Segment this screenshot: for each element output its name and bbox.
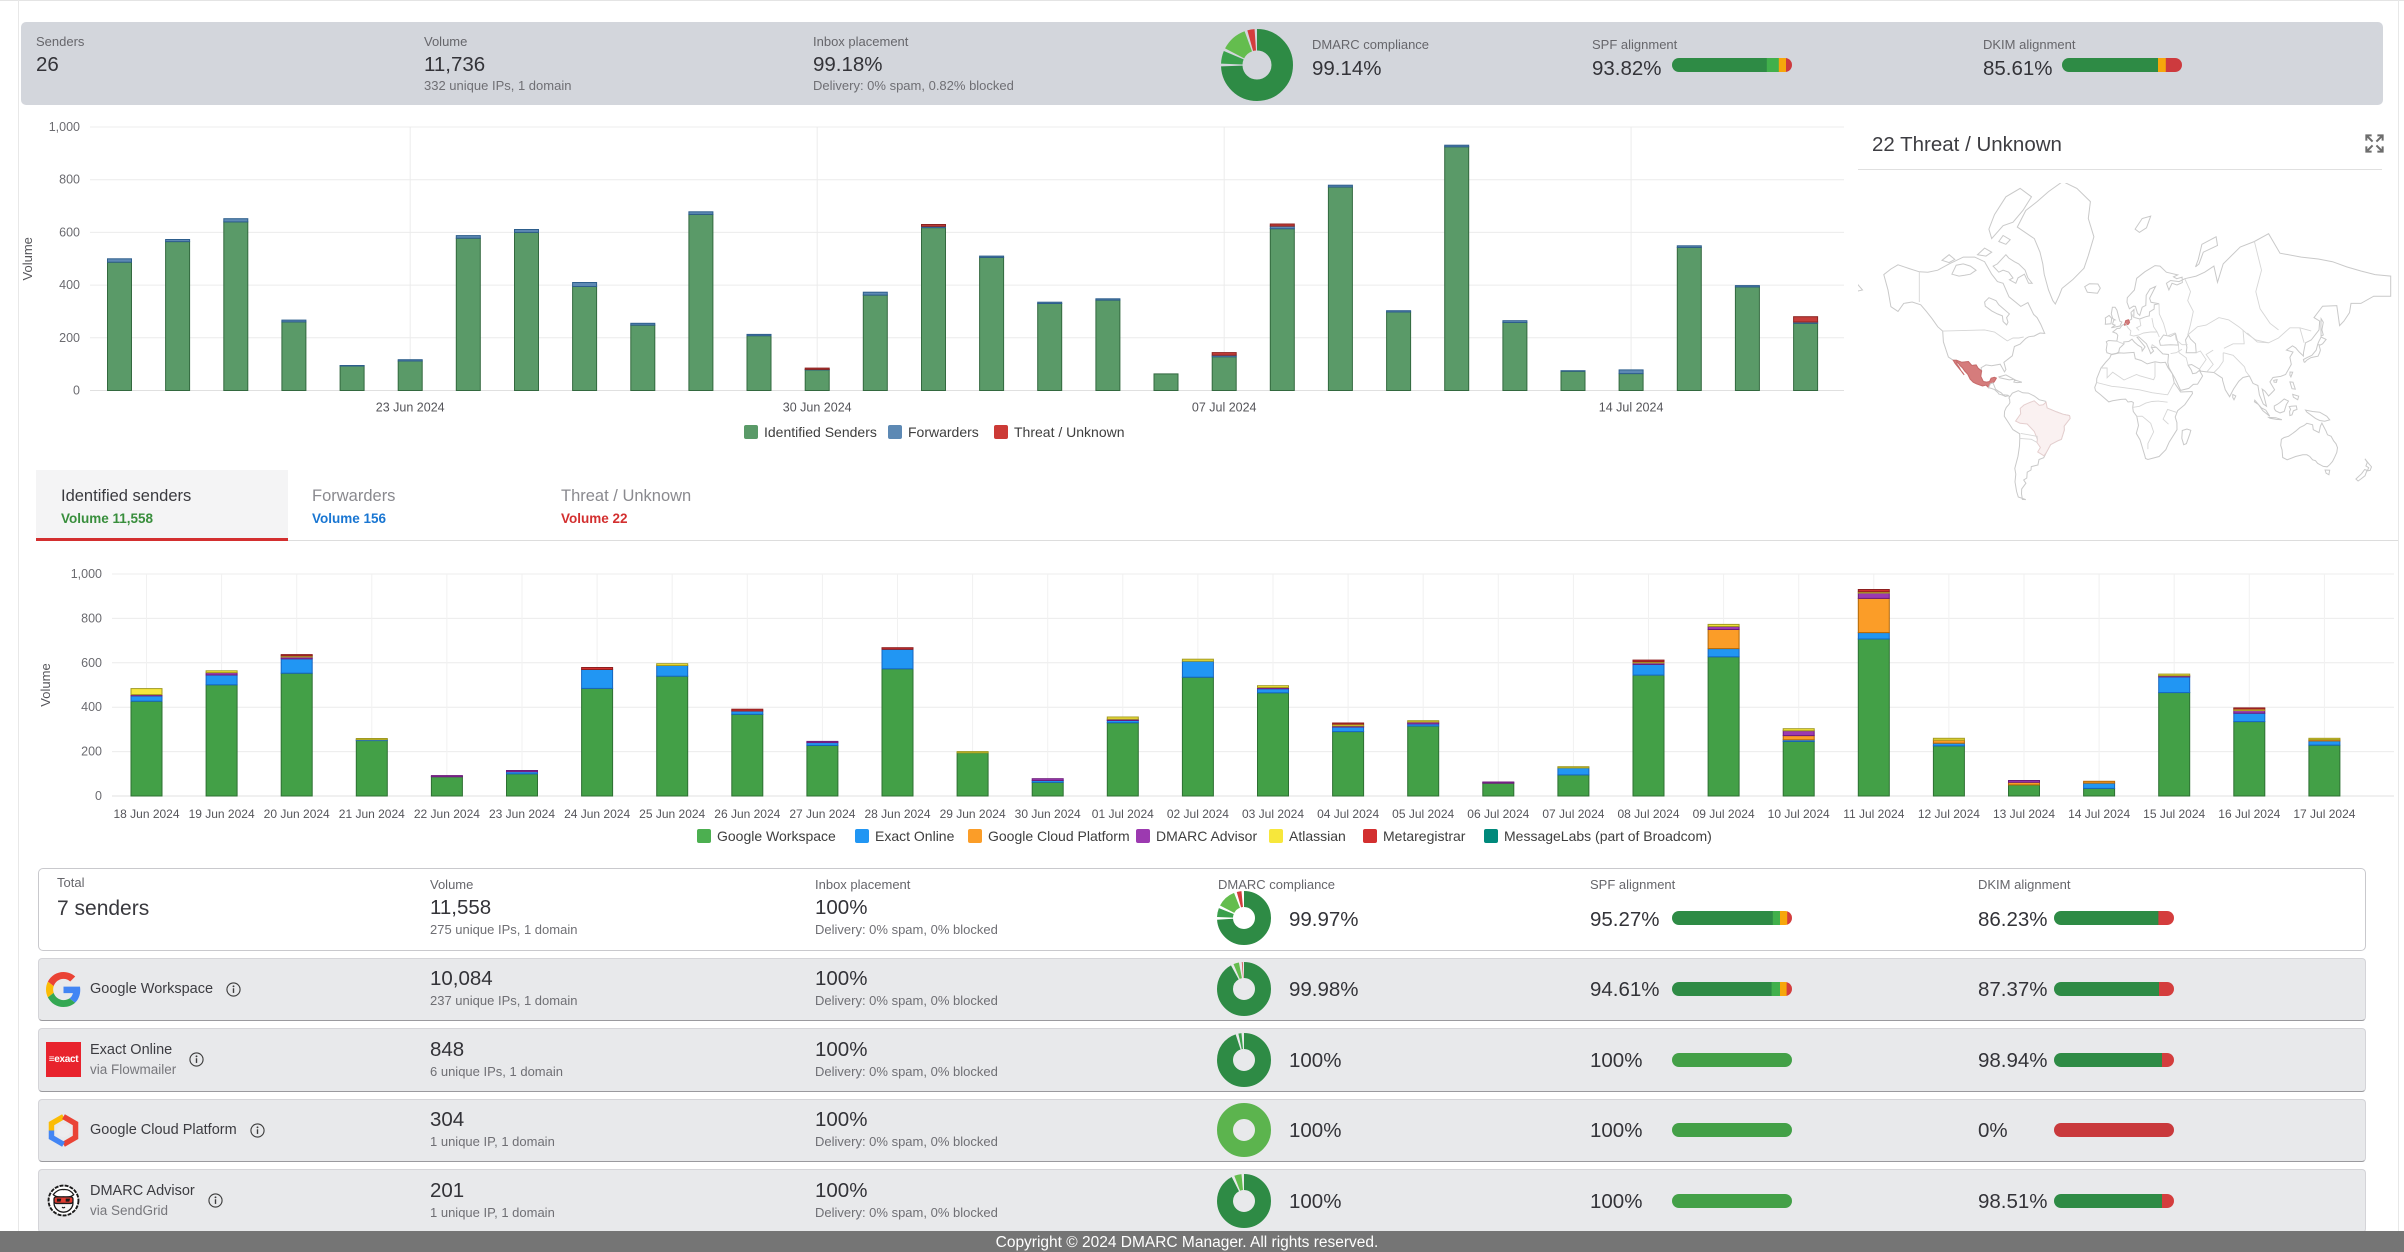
svg-text:07 Jul 2024: 07 Jul 2024 — [1542, 807, 1604, 821]
svg-text:14 Jul 2024: 14 Jul 2024 — [1599, 401, 1664, 415]
svg-text:Google Cloud Platform: Google Cloud Platform — [988, 828, 1130, 844]
svg-text:09 Jul 2024: 09 Jul 2024 — [1693, 807, 1755, 821]
svg-text:30 Jun 2024: 30 Jun 2024 — [783, 401, 852, 415]
svg-text:800: 800 — [81, 611, 102, 625]
svg-text:Volume: Volume — [38, 663, 53, 706]
svg-text:Volume: Volume — [20, 237, 35, 280]
svg-text:21 Jun 2024: 21 Jun 2024 — [339, 807, 405, 821]
svg-text:400: 400 — [59, 278, 80, 292]
svg-text:01 Jul 2024: 01 Jul 2024 — [1092, 807, 1154, 821]
svg-text:24 Jun 2024: 24 Jun 2024 — [564, 807, 630, 821]
svg-text:13 Jul 2024: 13 Jul 2024 — [1993, 807, 2055, 821]
svg-text:03 Jul 2024: 03 Jul 2024 — [1242, 807, 1304, 821]
svg-text:0: 0 — [73, 384, 80, 398]
svg-text:14 Jul 2024: 14 Jul 2024 — [2068, 807, 2130, 821]
svg-text:25 Jun 2024: 25 Jun 2024 — [639, 807, 705, 821]
svg-text:Google Workspace: Google Workspace — [717, 828, 836, 844]
svg-text:Threat / Unknown: Threat / Unknown — [1014, 424, 1125, 440]
svg-text:17 Jul 2024: 17 Jul 2024 — [2293, 807, 2355, 821]
svg-text:200: 200 — [59, 331, 80, 345]
svg-text:600: 600 — [59, 225, 80, 239]
svg-text:20 Jun 2024: 20 Jun 2024 — [264, 807, 330, 821]
svg-text:400: 400 — [81, 700, 102, 714]
svg-text:29 Jun 2024: 29 Jun 2024 — [940, 807, 1006, 821]
svg-text:18 Jun 2024: 18 Jun 2024 — [113, 807, 179, 821]
svg-text:Forwarders: Forwarders — [908, 424, 979, 440]
svg-text:19 Jun 2024: 19 Jun 2024 — [189, 807, 255, 821]
svg-text:1,000: 1,000 — [71, 567, 102, 581]
svg-text:11 Jul 2024: 11 Jul 2024 — [1843, 807, 1904, 821]
svg-text:DMARC Advisor: DMARC Advisor — [1156, 828, 1257, 844]
svg-text:Atlassian: Atlassian — [1289, 828, 1346, 844]
svg-text:Exact Online: Exact Online — [875, 828, 955, 844]
svg-text:16 Jul 2024: 16 Jul 2024 — [2218, 807, 2280, 821]
svg-text:23 Jun 2024: 23 Jun 2024 — [376, 401, 445, 415]
svg-text:MessageLabs (part of Broadcom): MessageLabs (part of Broadcom) — [1504, 828, 1712, 844]
svg-text:Metaregistrar: Metaregistrar — [1383, 828, 1466, 844]
svg-text:26 Jun 2024: 26 Jun 2024 — [714, 807, 780, 821]
svg-text:200: 200 — [81, 745, 102, 759]
svg-text:22 Jun 2024: 22 Jun 2024 — [414, 807, 480, 821]
svg-text:07 Jul 2024: 07 Jul 2024 — [1192, 401, 1257, 415]
svg-text:06 Jul 2024: 06 Jul 2024 — [1467, 807, 1529, 821]
svg-text:800: 800 — [59, 173, 80, 187]
svg-text:05 Jul 2024: 05 Jul 2024 — [1392, 807, 1454, 821]
svg-text:30 Jun 2024: 30 Jun 2024 — [1015, 807, 1081, 821]
svg-text:Identified Senders: Identified Senders — [764, 424, 877, 440]
svg-text:10 Jul 2024: 10 Jul 2024 — [1768, 807, 1830, 821]
svg-text:02 Jul 2024: 02 Jul 2024 — [1167, 807, 1229, 821]
svg-text:23 Jun 2024: 23 Jun 2024 — [489, 807, 555, 821]
svg-text:600: 600 — [81, 656, 102, 670]
svg-text:08 Jul 2024: 08 Jul 2024 — [1617, 807, 1679, 821]
svg-text:12 Jul 2024: 12 Jul 2024 — [1918, 807, 1980, 821]
svg-text:27 Jun 2024: 27 Jun 2024 — [789, 807, 855, 821]
svg-text:0: 0 — [95, 789, 102, 803]
svg-text:1,000: 1,000 — [49, 120, 80, 134]
svg-text:28 Jun 2024: 28 Jun 2024 — [864, 807, 930, 821]
svg-text:04 Jul 2024: 04 Jul 2024 — [1317, 807, 1379, 821]
svg-text:15 Jul 2024: 15 Jul 2024 — [2143, 807, 2205, 821]
